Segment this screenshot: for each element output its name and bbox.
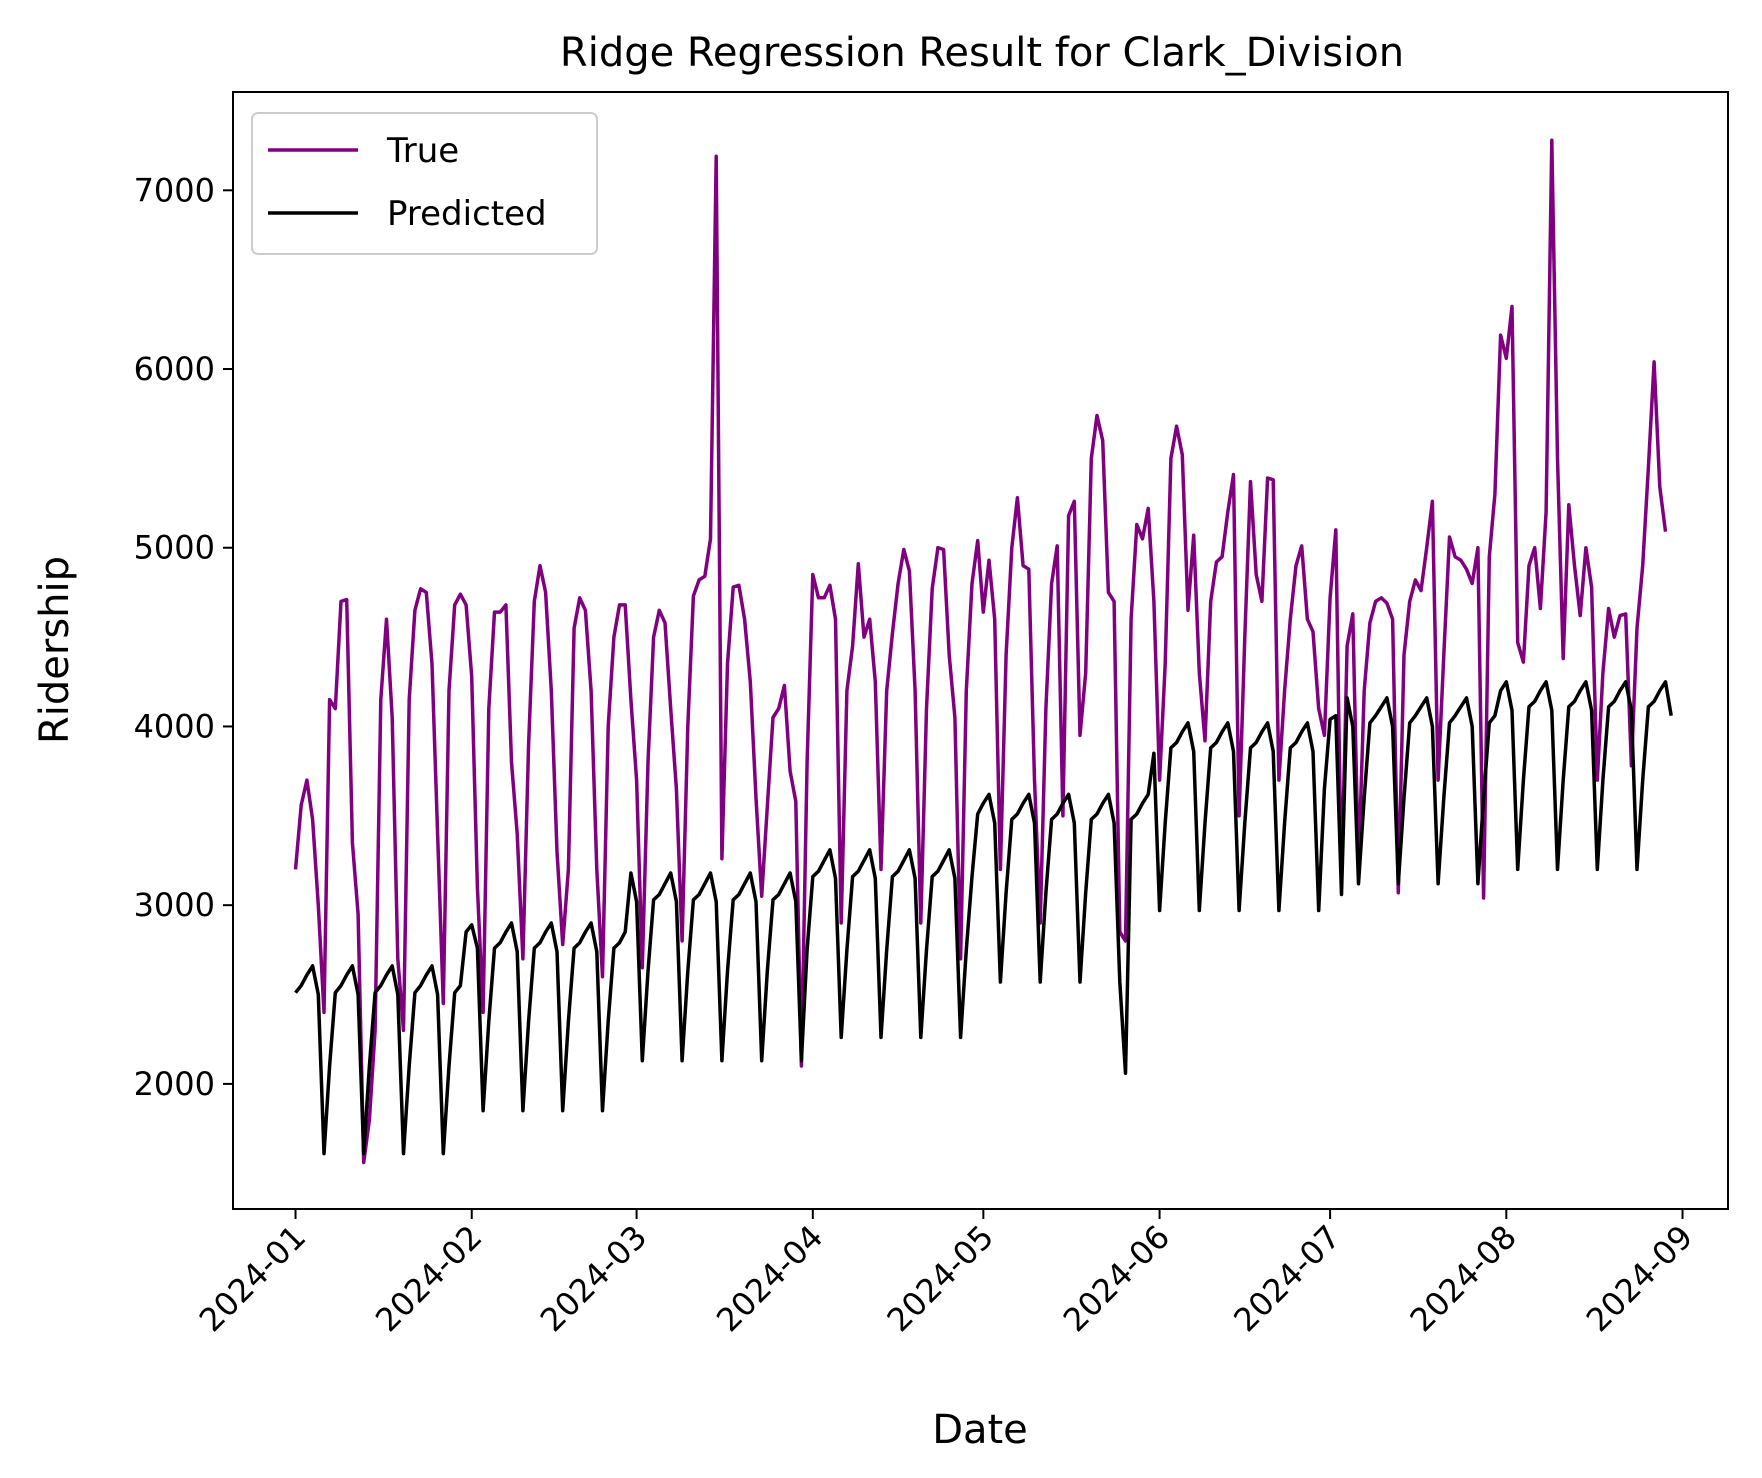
chart-title: Ridge Regression Result for Clark_Divisi…: [560, 30, 1404, 76]
plot-lines: [293, 138, 1673, 1165]
y-tick-label: 4000: [134, 707, 215, 745]
plot-area-frame: [232, 91, 1729, 1210]
y-tick-label: 7000: [134, 171, 215, 209]
y-tick-label: 3000: [134, 886, 215, 924]
series-line-true: [293, 138, 1668, 1165]
legend: True Predicted: [251, 112, 598, 255]
series-line-predicted: [294, 680, 1673, 1156]
y-tick-label: 5000: [134, 529, 215, 567]
y-tick-label: 2000: [134, 1065, 215, 1103]
legend-label-predicted: Predicted: [387, 194, 547, 234]
y-axis-label: Ridership: [32, 556, 78, 744]
legend-label-true: True: [386, 131, 459, 171]
x-axis-label: Date: [932, 1407, 1028, 1453]
y-axis-ticks: 2000 3000 4000 5000 6000 7000: [134, 171, 233, 1103]
y-tick-label: 6000: [134, 350, 215, 388]
